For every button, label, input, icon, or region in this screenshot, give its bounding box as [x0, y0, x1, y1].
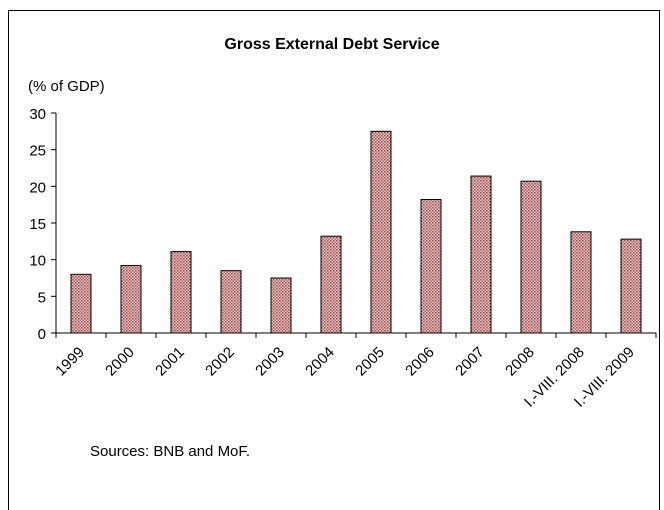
x-tick-label: 2000 [102, 344, 138, 380]
x-tick-label: 2008 [502, 344, 538, 380]
bar-i-viii-2008 [570, 231, 592, 334]
chart-frame [8, 10, 660, 510]
x-tick-label: 2007 [452, 344, 488, 380]
x-tick-label: 2003 [252, 344, 288, 380]
y-tick-label: 10 [29, 253, 46, 270]
x-tick-label: 1999 [52, 344, 88, 380]
y-tick-label: 30 [29, 106, 46, 123]
x-tick-label: 2006 [402, 344, 438, 380]
y-tick-label: 25 [29, 143, 46, 160]
bar-2001 [170, 251, 192, 334]
bar-2000 [120, 265, 142, 334]
y-axis-unit-label: (% of GDP) [28, 78, 105, 95]
bar-2008 [520, 180, 542, 334]
y-tick-label: 0 [38, 326, 46, 343]
bar-i-viii-2009 [620, 238, 642, 334]
bar-2007 [470, 175, 492, 334]
x-tick-label: 2004 [302, 344, 338, 380]
bar-2002 [220, 270, 242, 334]
bar-2003 [270, 277, 292, 334]
y-tick-label: 20 [29, 179, 46, 196]
source-note: Sources: BNB and MoF. [90, 443, 251, 460]
x-tick-label: 2001 [152, 344, 188, 380]
y-tick-label: 15 [29, 216, 46, 233]
bar-1999 [70, 273, 92, 334]
y-tick-label: 5 [38, 289, 46, 306]
bar-2006 [420, 199, 442, 334]
x-tick-label: 2002 [202, 344, 238, 380]
bar-2005 [370, 130, 392, 334]
chart-title: Gross External Debt Service [224, 36, 440, 53]
x-tick-label: 2005 [352, 344, 388, 380]
bar-2004 [320, 235, 342, 334]
